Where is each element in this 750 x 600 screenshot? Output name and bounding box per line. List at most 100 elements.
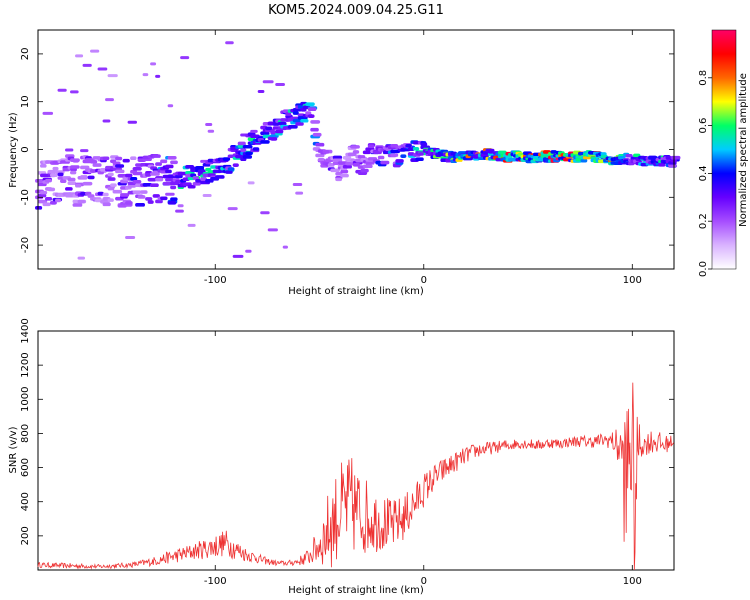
spectrogram-cell [90, 160, 98, 164]
spectrogram-cell [140, 190, 148, 194]
spectrogram-cell [332, 158, 343, 163]
spectrogram-cell [75, 183, 82, 188]
spectrogram-cell [625, 153, 633, 158]
spectrogram-cell [307, 107, 317, 112]
spectrogram-cell [295, 191, 304, 195]
spectrogram-cell [130, 156, 137, 161]
spectrogram-cell [90, 49, 100, 53]
spectrogram-cell [40, 190, 48, 195]
spectrogram-cell [265, 126, 273, 131]
spectrogram-cell [110, 183, 117, 187]
spectrogram-cell [155, 177, 164, 182]
spectrogram-cell [160, 159, 168, 164]
x-tick-label: -100 [204, 576, 227, 587]
spectrogram-cell [65, 148, 74, 152]
x-tick-label: -100 [204, 275, 227, 286]
spectrogram-cell [177, 204, 184, 208]
spectrogram-cell [125, 173, 133, 178]
spectrogram-cell [70, 90, 79, 94]
spectrogram-cell [167, 201, 177, 205]
spectrogram-cell [87, 175, 95, 180]
spectrogram-cell [417, 152, 424, 156]
spectrogram-cell [352, 162, 361, 167]
spectrogram-cell [335, 177, 343, 182]
spectrogram-cell [180, 56, 190, 60]
colorbar: 0.0 0.2 0.4 0.6 0.8 Normalized spectral ampl… [698, 29, 749, 277]
colorbar-tick-label: 0.8 [698, 70, 709, 86]
spectrogram-cell [330, 168, 340, 173]
snr-frame [37, 330, 675, 571]
y-tick-label: 1400 [20, 318, 31, 343]
spectrogram-cell [658, 162, 666, 167]
spectrogram-cell [177, 171, 188, 176]
spectrogram-cell [125, 201, 133, 205]
spectrogram-cell [57, 172, 64, 177]
spectrogram-cells [35, 41, 681, 260]
colorbar-ticks: 0.0 0.2 0.4 0.6 0.8 [698, 70, 712, 277]
spectrogram-cell [295, 122, 304, 126]
spectrogram-cell [202, 193, 212, 197]
spectrogram-cell [195, 178, 202, 183]
spectrogram-cell [312, 132, 322, 137]
spectrogram-cell [37, 193, 47, 198]
spectrogram-cell [107, 177, 116, 181]
spectrogram-cell [395, 159, 404, 163]
y-tick-label: 20 [20, 48, 31, 61]
spectrogram-cell [245, 249, 252, 253]
spectrogram-cell [142, 182, 153, 187]
y-tick-label: 1200 [20, 352, 31, 377]
spectrogram-cell [250, 134, 260, 139]
spectrogram-cell [132, 179, 142, 184]
spectrogram-cell [670, 155, 681, 160]
spectrogram-cell [272, 122, 280, 126]
spectrogram-cell [67, 177, 76, 182]
spectrogram-cell [275, 83, 285, 87]
spectrogram-cell [390, 149, 401, 154]
spectrogram-cell [165, 169, 172, 174]
spectrogram-cell [105, 98, 114, 102]
spectrogram-cell [195, 165, 205, 170]
spectrogram-cell [260, 140, 270, 144]
spectrogram-cell [307, 114, 315, 118]
spectrogram-cell [155, 74, 161, 78]
spectrogram-cell [67, 181, 77, 186]
spectrogram-cell [267, 121, 274, 126]
colorbar-tick-label: 0.0 [698, 261, 709, 277]
y-tick-label: 600 [20, 458, 31, 477]
spectrogram-cell [170, 185, 177, 190]
spectrogram-cell [367, 144, 375, 148]
spectrogram-cell [232, 163, 239, 167]
spectrogram-cell [145, 173, 152, 177]
spectrogram-cell [90, 169, 97, 173]
spectrogram-cell [77, 199, 85, 204]
spectrogram-cell [310, 127, 319, 132]
spectrogram-cell [497, 150, 507, 155]
spectrogram-cell [115, 164, 125, 168]
spectrogram-cell [70, 165, 80, 169]
spectrogram-cell [102, 119, 111, 123]
y-tick-label: 1000 [20, 387, 31, 412]
y-tick-label: -20 [20, 237, 31, 253]
spectrogram-cell [362, 150, 371, 155]
spectrogram-cell [380, 160, 390, 165]
spectrogram-cell [575, 157, 582, 162]
spectrogram-cell [362, 164, 373, 169]
colorbar-tick-label: 0.4 [698, 165, 709, 181]
spectrogram-cell [132, 190, 142, 194]
spectrogram-cell [487, 149, 495, 154]
spectrogram-cell [360, 168, 369, 173]
spectrogram-cell [327, 163, 335, 167]
spectrogram-cell [45, 178, 52, 183]
spectrogram-cell [82, 63, 92, 67]
spectrogram-cell [55, 198, 62, 203]
spectrogram-cell [162, 181, 173, 186]
spectrogram-cell [150, 183, 159, 188]
spectrogram-cell [40, 173, 50, 178]
spectrogram-cell [102, 192, 109, 197]
colorbar-tick-label: 0.2 [698, 213, 709, 229]
spectrogram-cell [187, 184, 196, 189]
spectrogram-cell [42, 202, 51, 207]
spectrogram-cell [127, 120, 138, 124]
spectrogram-cell [315, 142, 325, 147]
spectrogram-cell [80, 175, 88, 179]
